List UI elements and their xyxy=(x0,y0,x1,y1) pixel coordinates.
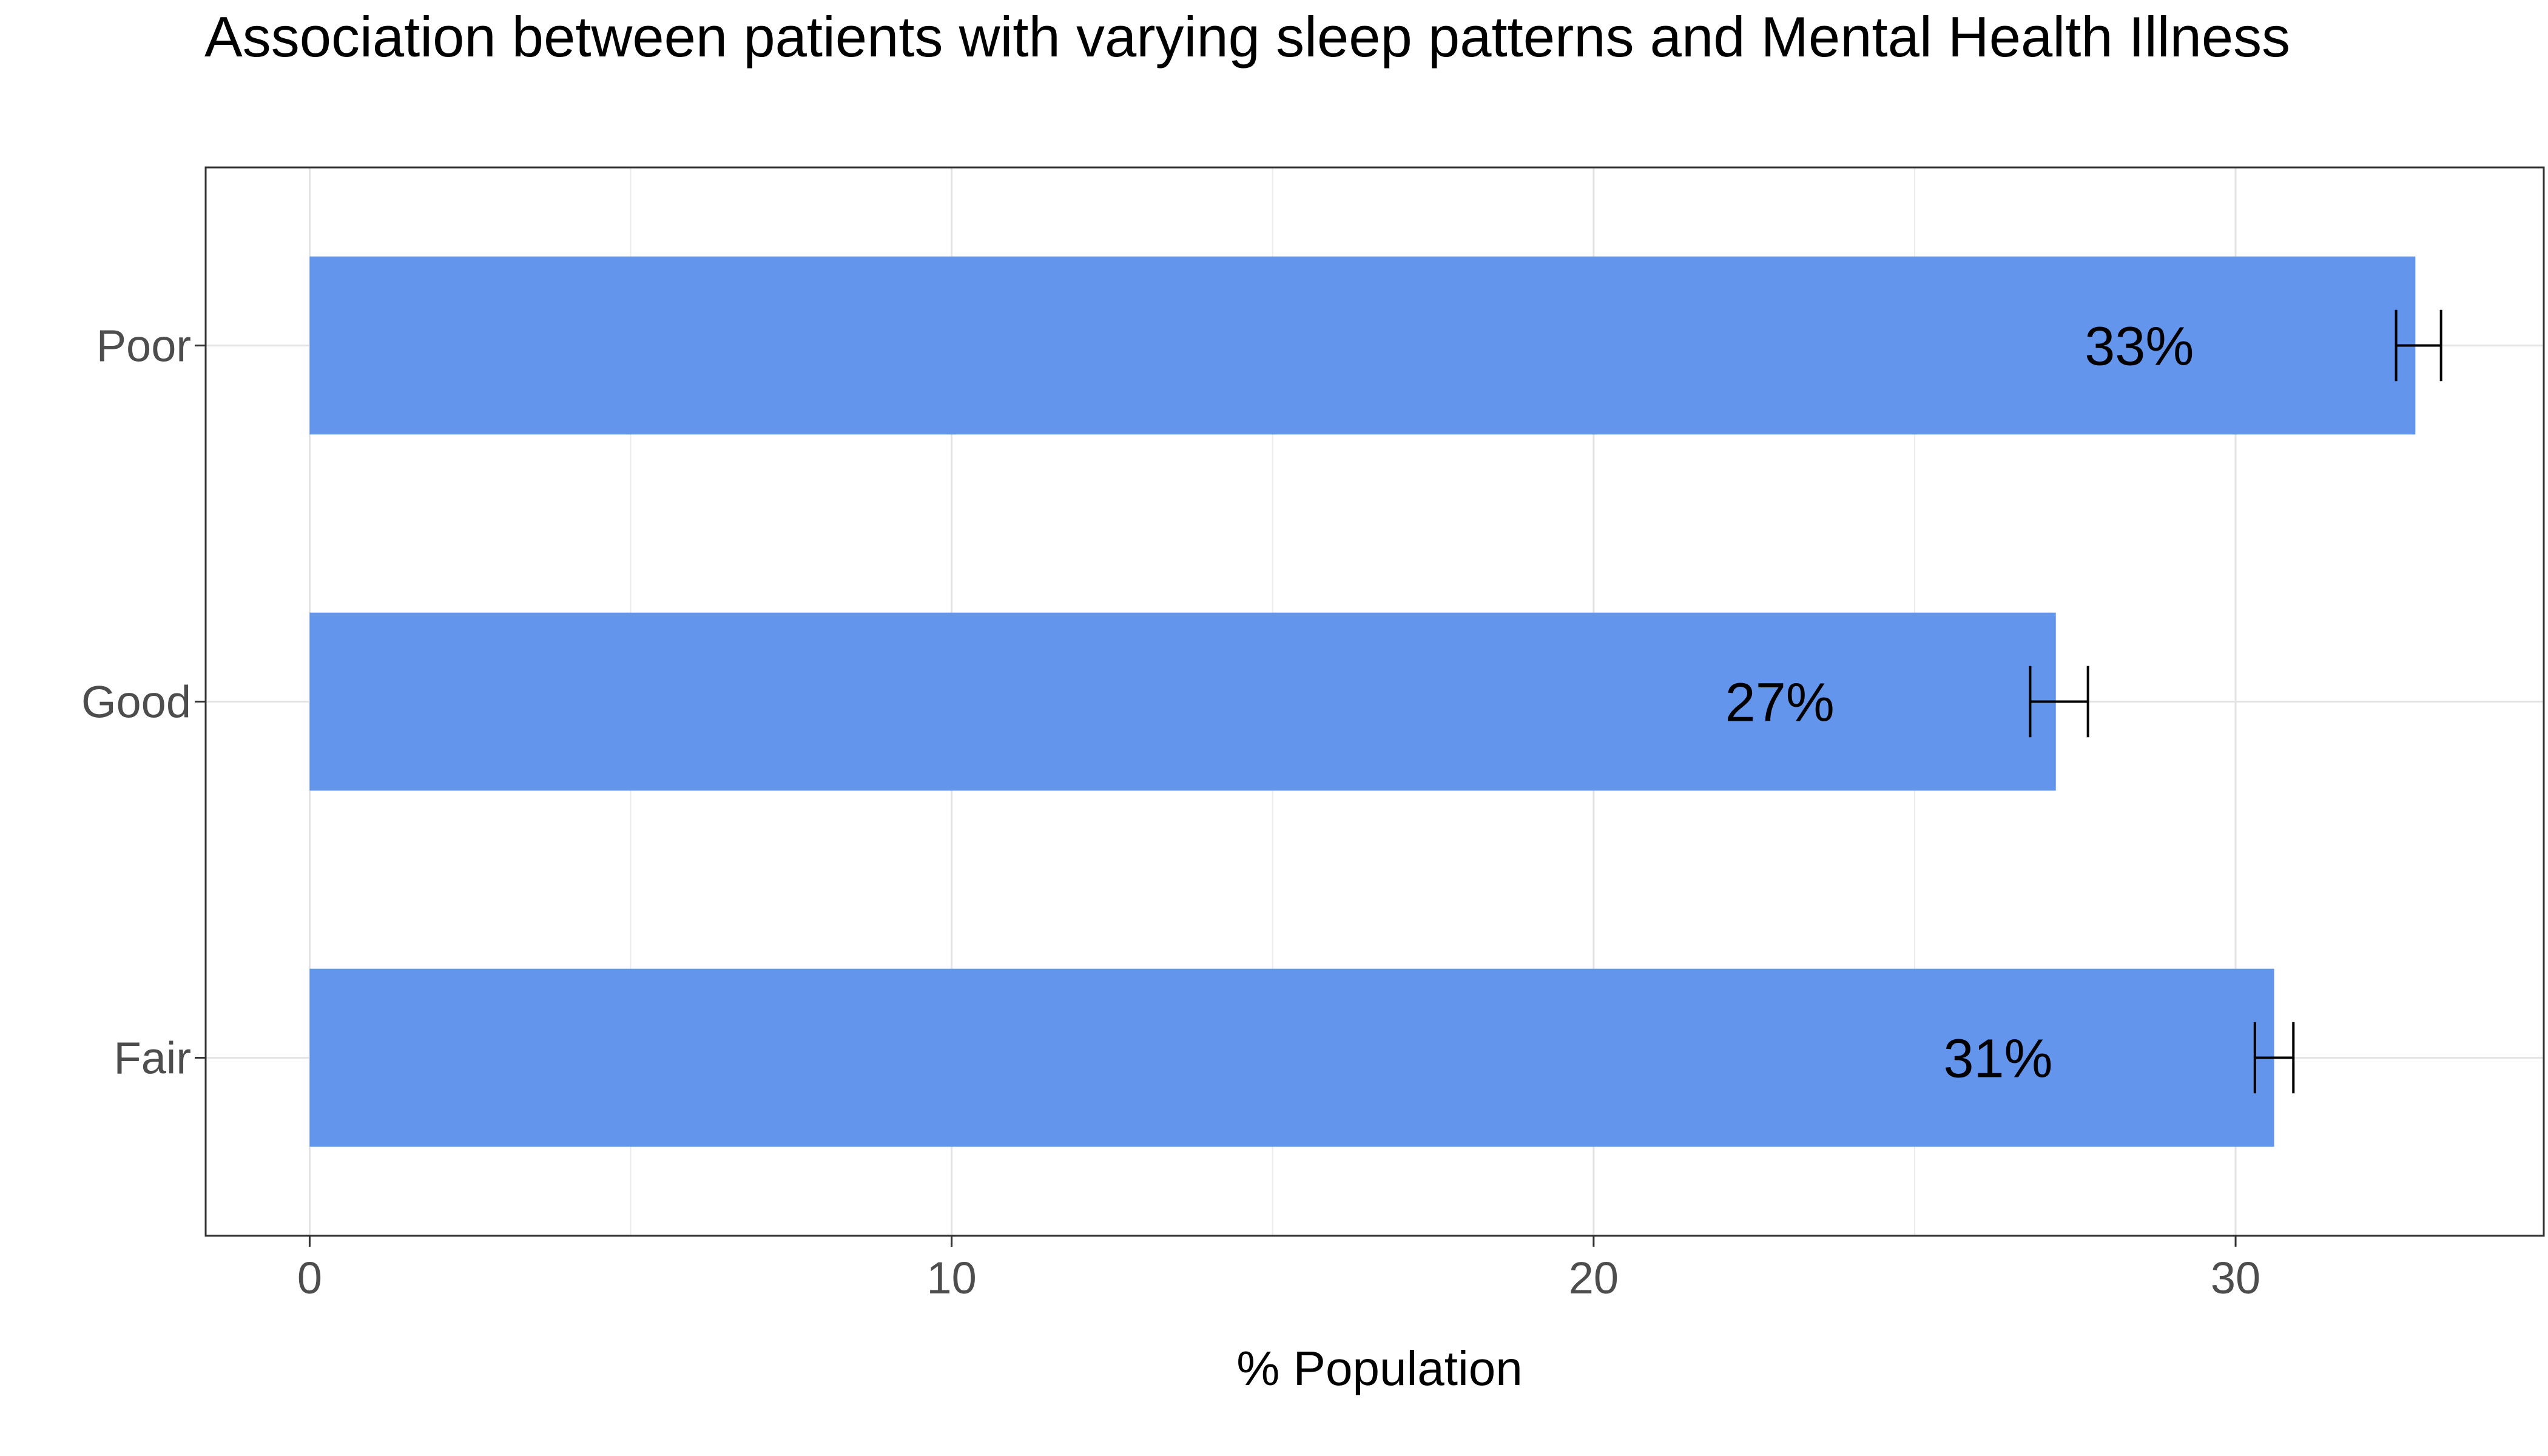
y-tick-label-good: Good xyxy=(81,677,191,727)
chart-title: Association between patients with varyin… xyxy=(204,5,2290,69)
y-tick-label-poor: Poor xyxy=(96,321,191,371)
y-tick-label-fair: Fair xyxy=(114,1033,191,1084)
bars xyxy=(309,256,2416,1147)
x-tick-label: 0 xyxy=(297,1253,322,1303)
bar-poor xyxy=(309,256,2416,435)
bar-good xyxy=(309,612,2056,791)
data-label-fair: 31% xyxy=(1943,1029,2052,1090)
x-tick-label: 10 xyxy=(926,1253,976,1303)
axes: 0 10 20 30 Fair Good Poor xyxy=(81,321,2260,1304)
data-label-good: 27% xyxy=(1725,673,1835,733)
data-labels: 31% 27% 33% xyxy=(1725,317,2194,1090)
x-tick-label: 20 xyxy=(1569,1253,1619,1303)
data-label-poor: 33% xyxy=(2085,317,2194,377)
error-bars xyxy=(2029,309,2442,1094)
bar-fair xyxy=(309,968,2274,1147)
x-tick-label: 30 xyxy=(2211,1253,2260,1303)
x-axis-title: % Population xyxy=(1236,1341,1522,1395)
